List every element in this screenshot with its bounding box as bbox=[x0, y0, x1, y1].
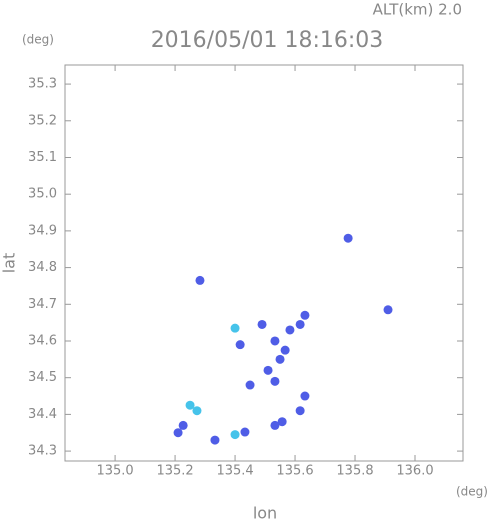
y-tick-label: 34.7 bbox=[28, 297, 57, 312]
x-tick-label: 135.8 bbox=[336, 464, 373, 479]
x-tick-label: 135.2 bbox=[156, 464, 193, 479]
x-axis-label: lon bbox=[253, 504, 277, 521]
plot-frame bbox=[64, 64, 464, 462]
y-axis-label: lat bbox=[0, 253, 19, 274]
echo bbox=[230, 323, 240, 333]
x-tick-label: 136.0 bbox=[396, 464, 433, 479]
y-tick-label: 34.9 bbox=[28, 223, 57, 238]
echo bbox=[277, 417, 287, 427]
echo bbox=[275, 354, 285, 364]
y-tick-label: 35.3 bbox=[28, 77, 57, 92]
chart-title: 2016/05/01 18:16:03 bbox=[151, 28, 384, 53]
y-tick-label: 35.2 bbox=[28, 113, 57, 128]
x-tick-label: 135.0 bbox=[96, 464, 133, 479]
echo bbox=[300, 310, 310, 320]
y-tick-label: 35.1 bbox=[28, 150, 57, 165]
echo bbox=[270, 336, 280, 346]
y-tick-label: 34.4 bbox=[28, 407, 57, 422]
echo bbox=[280, 345, 290, 355]
echo bbox=[383, 305, 393, 315]
y-tick-label: 34.3 bbox=[28, 444, 57, 459]
y-tick-label: 34.8 bbox=[28, 260, 57, 275]
echo bbox=[210, 435, 220, 445]
echo bbox=[285, 325, 295, 335]
echo bbox=[235, 340, 245, 350]
echo bbox=[270, 376, 280, 386]
echo bbox=[195, 275, 205, 285]
y-tick-label: 34.5 bbox=[28, 370, 57, 385]
echo bbox=[240, 427, 250, 437]
echo bbox=[230, 430, 240, 440]
y-tick-label: 34.6 bbox=[28, 333, 57, 348]
x-unit: (deg) bbox=[456, 485, 488, 499]
echo bbox=[343, 233, 353, 243]
x-tick-label: 135.6 bbox=[276, 464, 313, 479]
echo bbox=[263, 365, 273, 375]
echo bbox=[178, 420, 188, 430]
echo bbox=[270, 420, 280, 430]
chart-subtitle: ALT(km) 2.0 bbox=[373, 1, 462, 19]
echo bbox=[245, 380, 255, 390]
echo bbox=[295, 319, 305, 329]
echo bbox=[185, 400, 195, 410]
echo bbox=[295, 406, 305, 416]
echo bbox=[257, 319, 267, 329]
echo bbox=[300, 391, 310, 401]
echo bbox=[192, 406, 202, 416]
echo bbox=[173, 428, 183, 438]
y-unit: (deg) bbox=[22, 33, 54, 47]
x-tick-label: 135.4 bbox=[216, 464, 253, 479]
y-tick-label: 35.0 bbox=[28, 187, 57, 202]
